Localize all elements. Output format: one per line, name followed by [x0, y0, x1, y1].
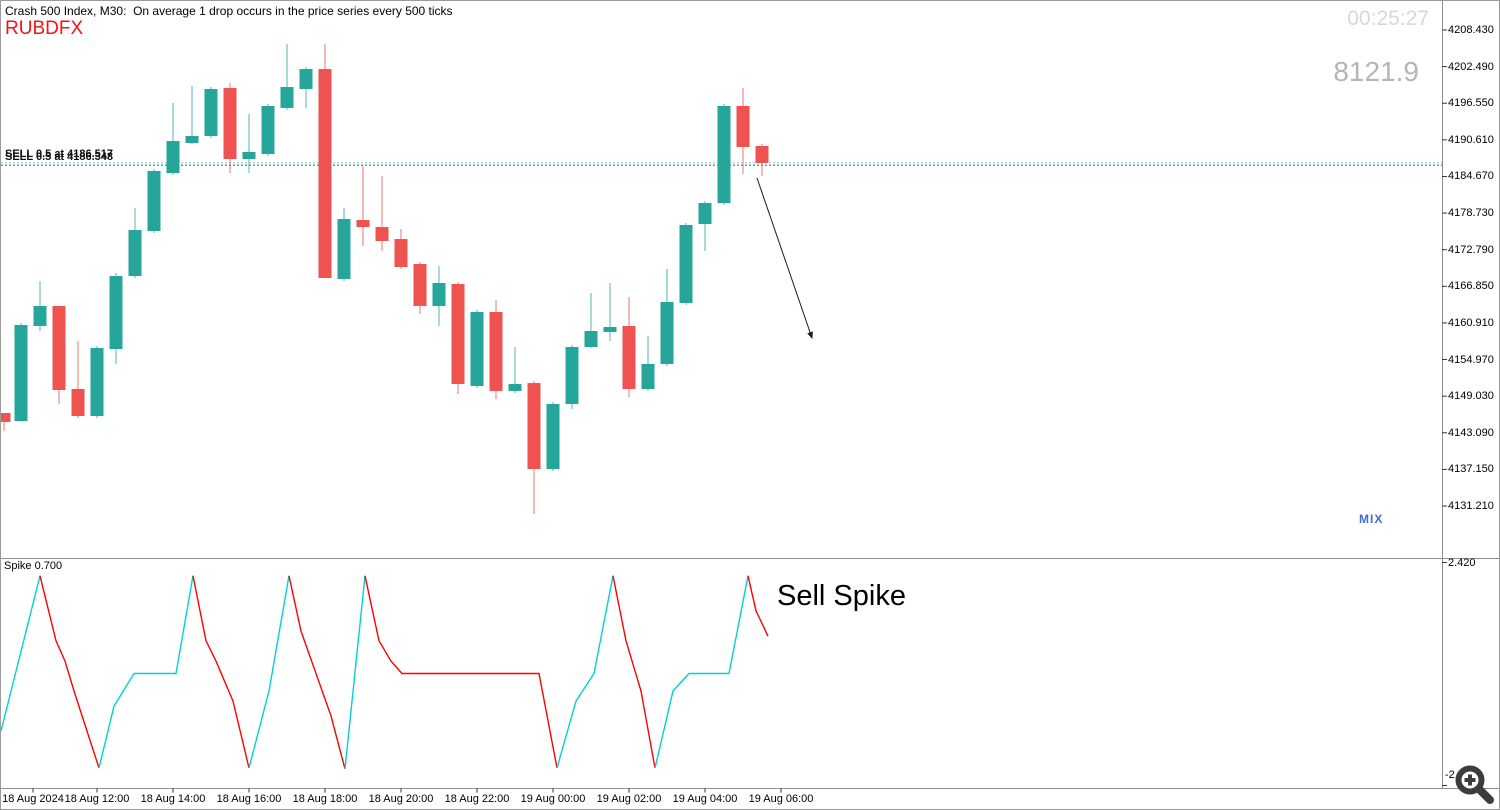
price-watermark: 8121.9: [1333, 56, 1419, 87]
candle: [508, 347, 522, 394]
candle: [584, 293, 598, 349]
zoom-handle: [1475, 785, 1494, 804]
time-axis-label: 19 Aug 02:00: [596, 793, 662, 805]
time-axis-label: 18 Aug 12:00: [64, 793, 130, 805]
candle: [451, 281, 465, 394]
candle: [242, 114, 256, 174]
candle: [394, 228, 408, 269]
candle: [280, 43, 294, 111]
spike-segment-down: [192, 575, 250, 769]
price-axis-label: 4131.210: [1448, 499, 1494, 512]
spike-indicator-lines: [1, 575, 769, 770]
candle: [413, 262, 427, 314]
time-axis-label: 18 Aug 16:00: [216, 793, 282, 805]
candle: [52, 305, 66, 404]
time-axis-label: 18 Aug 14:00: [140, 793, 206, 805]
time-axis-label: 19 Aug 04:00: [672, 793, 738, 805]
candle: [33, 281, 47, 331]
price-axis-label: 4202.490: [1448, 60, 1494, 73]
price-axis-label: 4196.550: [1448, 97, 1494, 110]
spike-segment-up: [556, 575, 614, 769]
candle: [356, 165, 370, 246]
candle: [223, 83, 237, 174]
spike-segment-down: [747, 575, 769, 637]
time-axis-label: 19 Aug 06:00: [748, 793, 814, 805]
candle: [109, 272, 123, 364]
candle: [128, 208, 142, 278]
time-axis-label: 18 Aug 20:00: [368, 793, 434, 805]
sell-order-label-2: SELL 0.5 at 4186.348: [5, 151, 114, 163]
time-axis-label: 18 Aug 2024: [2, 793, 64, 805]
candle-countdown-timer: 00:25:27: [1347, 7, 1429, 30]
indicator-name-label: Spike 0.700: [4, 560, 63, 572]
candle: [337, 208, 351, 282]
spike-segment-up: [1, 575, 41, 732]
time-axis-label: 19 Aug 00:00: [520, 793, 586, 805]
candle: [1, 412, 11, 431]
mix-label[interactable]: MIX: [1359, 512, 1384, 526]
spike-segment-down: [364, 575, 558, 769]
candle: [717, 103, 731, 206]
price-axis-label: 4154.970: [1448, 353, 1494, 366]
candle: [261, 103, 275, 156]
candle: [641, 335, 655, 391]
candle: [14, 322, 28, 422]
candle: [204, 87, 218, 138]
price-axis-label: 4143.090: [1448, 426, 1494, 439]
sell-order-label-1: SELL 0.5 at 4186.517: [5, 148, 114, 160]
time-axis-label: 18 Aug 22:00: [444, 793, 510, 805]
candle: [736, 88, 750, 174]
candle: [660, 268, 674, 367]
spike-segment-up: [654, 575, 749, 769]
candle: [432, 266, 446, 327]
indicator-scale-max: 2.420: [1448, 557, 1476, 569]
candle: [489, 299, 503, 399]
price-axis-label: 4149.030: [1448, 390, 1494, 403]
spike-segment-up: [344, 575, 366, 769]
price-axis-label: 4208.430: [1448, 24, 1494, 36]
zoom-icon[interactable]: [1451, 761, 1497, 807]
candle: [166, 102, 180, 175]
candle: [185, 85, 199, 144]
pane-borders: [1, 1, 1499, 793]
spike-segment-up: [248, 575, 290, 769]
price-axis-label: 4166.850: [1448, 280, 1494, 293]
candle: [527, 380, 541, 515]
spike-segment-up: [98, 575, 194, 769]
chart-title: Crash 500 Index, M30: On average 1 drop …: [5, 4, 453, 18]
candle: [755, 143, 769, 176]
candlestick-series: [1, 43, 769, 515]
price-axis-label: 4178.730: [1448, 207, 1494, 220]
price-axis-label: 4190.610: [1448, 133, 1494, 146]
symbol-label: RUBDFX: [5, 18, 84, 39]
spike-segment-down: [39, 575, 100, 769]
candle: [679, 223, 693, 305]
candle: [375, 175, 389, 251]
candle: [71, 340, 85, 418]
candle: [603, 282, 617, 341]
sell-spike-annotation: Sell Spike: [777, 580, 906, 612]
spike-segment-down: [612, 575, 656, 769]
candle: [90, 345, 104, 418]
candle: [318, 43, 332, 278]
price-axis-label: 4172.790: [1448, 243, 1494, 256]
price-axis-label: 4160.910: [1448, 316, 1494, 329]
price-axis-label: 4137.150: [1448, 463, 1494, 476]
time-axis-label: 18 Aug 18:00: [292, 793, 358, 805]
candle: [622, 296, 636, 398]
candle: [470, 309, 484, 389]
sell-direction-arrow: [756, 177, 813, 339]
candle: [565, 344, 579, 409]
candle: [546, 402, 560, 471]
candle: [698, 200, 712, 251]
spike-segment-down: [288, 575, 346, 770]
candle: [299, 66, 313, 108]
price-axis-label: 4184.670: [1448, 170, 1494, 183]
candle: [147, 169, 161, 233]
